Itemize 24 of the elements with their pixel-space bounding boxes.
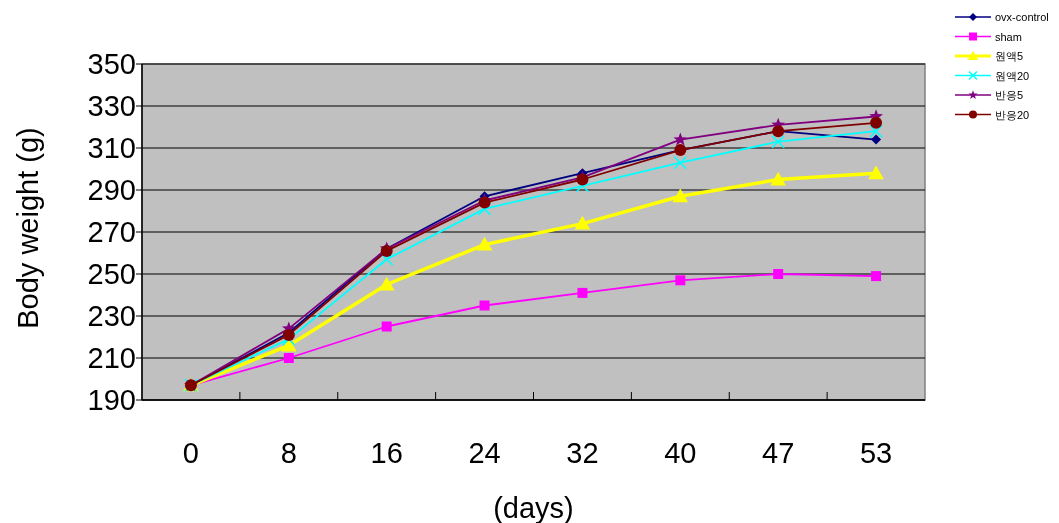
legend-label: 원액5: [995, 50, 1024, 62]
y-axis-title: Body weight (g): [12, 127, 44, 329]
y-tick-label: 310: [87, 132, 136, 164]
x-tick-label: 40: [664, 437, 697, 469]
x-tick-label: 53: [859, 437, 893, 469]
y-tick-label: 290: [87, 174, 136, 206]
y-tick-label: 350: [87, 48, 136, 80]
x-tick-label: 16: [370, 437, 403, 469]
y-tick-label: 190: [87, 384, 136, 416]
x-tick-label: 8: [280, 437, 297, 469]
x-tick-label: 0: [182, 437, 200, 469]
legend-label: ovx-control: [995, 11, 1049, 23]
x-tick-label: 32: [566, 437, 599, 469]
x-tick-label: 24: [468, 437, 501, 469]
legend-label: 반응5: [995, 89, 1024, 101]
y-tick-label: 330: [87, 90, 136, 122]
y-tick-label: 210: [87, 342, 136, 374]
legend-label: sham: [995, 30, 1022, 43]
y-tick-label: 250: [87, 258, 136, 290]
legend-label: 반응20: [995, 108, 1030, 121]
y-tick-label: 270: [87, 216, 136, 248]
legend-label: 원액20: [995, 69, 1030, 82]
y-tick-label: 230: [87, 300, 136, 332]
x-tick-label: 47: [762, 437, 795, 469]
